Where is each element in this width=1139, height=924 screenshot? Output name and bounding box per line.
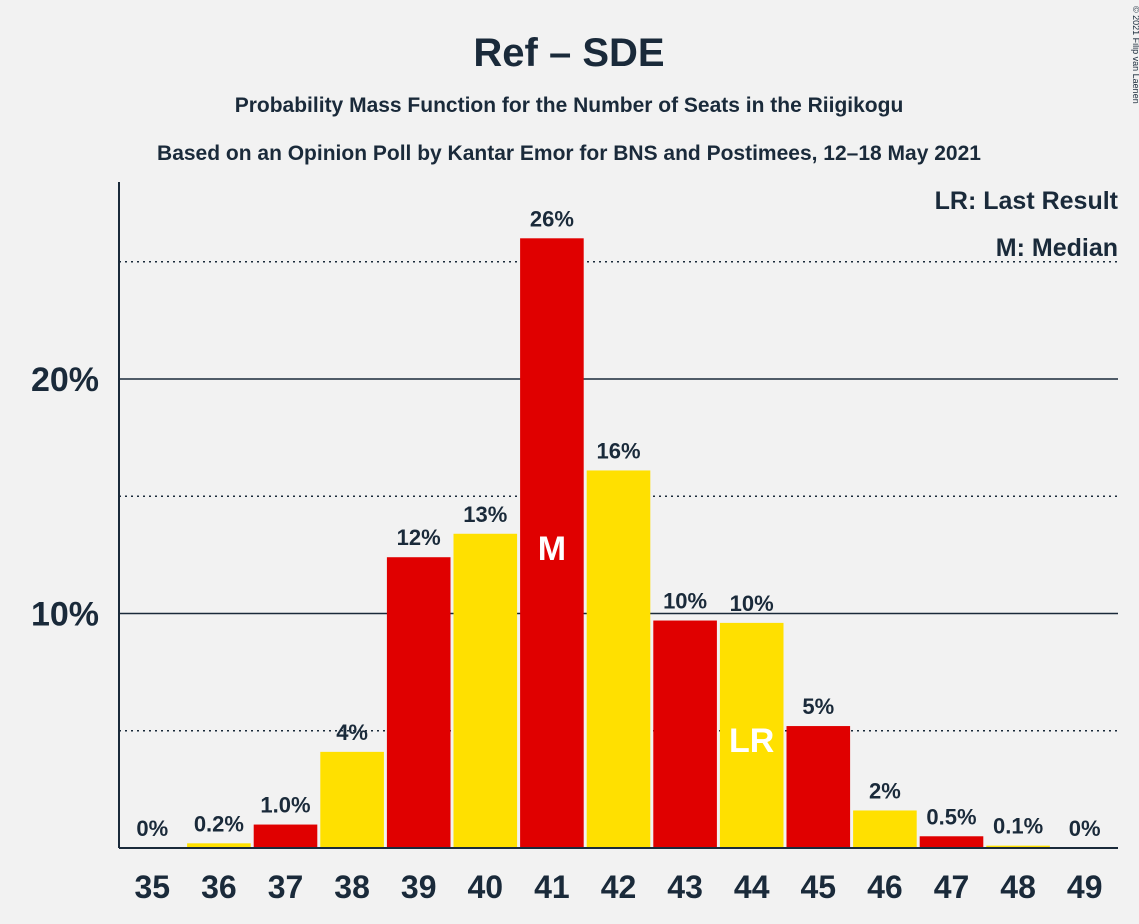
- x-tick-48: 48: [1000, 869, 1036, 905]
- chart-title: Ref – SDE: [473, 31, 664, 75]
- legend-last-result: LR: Last Result: [935, 187, 1119, 215]
- bar-37: [253, 824, 318, 848]
- y-tick-label: 10%: [31, 596, 99, 634]
- bar-36: [187, 843, 251, 848]
- legend-median: M: Median: [996, 234, 1118, 262]
- x-tick-35: 35: [135, 869, 171, 905]
- x-tick-45: 45: [801, 869, 837, 905]
- data-label-45: 5%: [802, 694, 834, 719]
- data-label-37: 1.0%: [260, 793, 310, 818]
- bar-45: [786, 726, 851, 848]
- bar-46: [853, 810, 917, 848]
- bar-44: [719, 622, 784, 848]
- x-tick-39: 39: [401, 869, 437, 905]
- chart-subtitle-source: Based on an Opinion Poll by Kantar Emor …: [157, 142, 981, 165]
- data-label-36: 0.2%: [194, 811, 244, 836]
- data-label-43: 10%: [663, 589, 707, 614]
- x-tick-37: 37: [268, 869, 304, 905]
- x-tick-40: 40: [468, 869, 504, 905]
- data-label-35: 0%: [136, 816, 168, 841]
- data-label-47: 0.5%: [926, 804, 976, 829]
- x-tick-44: 44: [734, 869, 770, 905]
- x-tick-41: 41: [534, 869, 570, 905]
- bar-47: [919, 836, 984, 848]
- bar-40: [453, 533, 518, 848]
- data-label-42: 16%: [596, 438, 640, 463]
- data-label-44: 10%: [730, 591, 774, 616]
- data-label-48: 0.1%: [993, 814, 1043, 839]
- last-result-marker: LR: [729, 722, 774, 760]
- data-label-46: 2%: [869, 778, 901, 803]
- data-label-38: 4%: [336, 720, 368, 745]
- x-tick-42: 42: [601, 869, 637, 905]
- x-tick-43: 43: [667, 869, 703, 905]
- x-tick-46: 46: [867, 869, 903, 905]
- bar-42: [586, 470, 651, 848]
- median-marker: M: [538, 530, 566, 568]
- data-labels: 0% 0.2% 1.0% 4% 12% 13% 26% 16% 10% 10% 5% 2% 0.5% 0.…: [136, 206, 1100, 841]
- data-label-39: 12%: [397, 525, 441, 550]
- chart-subtitle: Probability Mass Function for the Number…: [235, 94, 904, 117]
- bars: [187, 238, 1050, 849]
- bar-48: [986, 845, 1050, 848]
- x-axis-ticks: 35 36 37 38 39 40 41 42 43 44 45 46 47 48 49: [135, 869, 1103, 905]
- copyright: © 2021 Filip van Laenen: [1131, 6, 1139, 104]
- data-label-49: 0%: [1069, 816, 1101, 841]
- x-tick-47: 47: [934, 869, 970, 905]
- bar-41: [520, 238, 584, 849]
- bar-38: [320, 751, 384, 848]
- x-tick-38: 38: [334, 869, 370, 905]
- data-label-41: 26%: [530, 206, 574, 231]
- data-label-40: 13%: [463, 502, 507, 527]
- x-tick-36: 36: [201, 869, 237, 905]
- x-tick-49: 49: [1067, 869, 1103, 905]
- y-tick-label: 20%: [31, 361, 99, 399]
- bar-39: [386, 557, 451, 848]
- y-axis-ticks: 10% 20%: [31, 361, 99, 634]
- bar-43: [653, 620, 717, 848]
